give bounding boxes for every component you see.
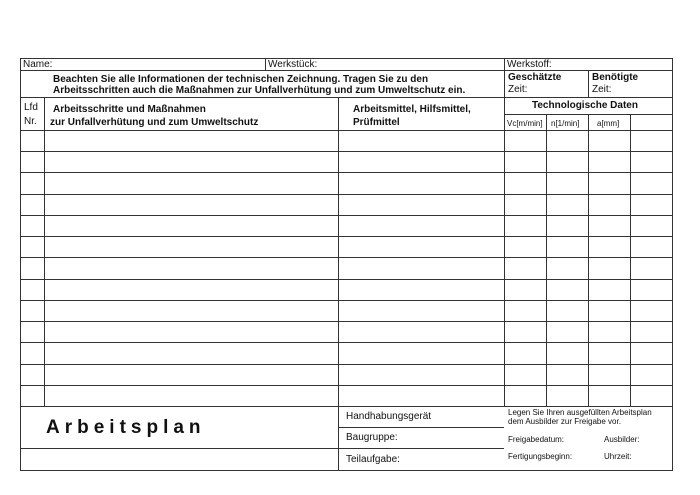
- table-row-divider: [20, 215, 673, 216]
- table-row[interactable]: [20, 321, 673, 342]
- tools-header-line2: Prüfmittel: [353, 117, 400, 128]
- time-field[interactable]: Uhrzeit:: [604, 452, 632, 461]
- production-start-field[interactable]: Fertigungsbeginn:: [508, 452, 573, 461]
- divider: [630, 114, 631, 406]
- divider: [44, 97, 45, 406]
- required-time-field[interactable]: Zeit:: [592, 84, 612, 95]
- instructor-field[interactable]: Ausbilder:: [604, 435, 640, 444]
- table-row-divider: [20, 300, 673, 301]
- nr-header: Nr.: [24, 116, 37, 127]
- table-row-divider: [20, 194, 673, 195]
- table-row[interactable]: [20, 215, 673, 236]
- steps-header-line2: zur Unfallverhütung und zum Umweltschutz: [50, 117, 259, 128]
- table-row[interactable]: [20, 257, 673, 278]
- table-row-divider: [20, 257, 673, 258]
- assembly-field[interactable]: Baugruppe:: [346, 432, 398, 443]
- divider: [588, 114, 589, 406]
- lfd-header: Lfd: [24, 102, 38, 113]
- release-date-field[interactable]: Freigabedatum:: [508, 435, 565, 444]
- table-row[interactable]: [20, 364, 673, 385]
- table-row[interactable]: [20, 342, 673, 363]
- form-title: Arbeitsplan: [46, 417, 206, 438]
- table-row[interactable]: [20, 300, 673, 321]
- table-row[interactable]: [20, 130, 673, 151]
- divider: [20, 97, 673, 98]
- table-row-divider: [20, 236, 673, 237]
- steps-header-line1: Arbeitsschritte und Maßnahmen: [53, 104, 206, 115]
- subtask-field[interactable]: Teilaufgabe:: [346, 454, 400, 465]
- table-row-divider: [20, 172, 673, 173]
- name-field-label[interactable]: Name:: [23, 59, 53, 70]
- table-row-divider: [20, 151, 673, 152]
- werkstueck-field-label[interactable]: Werkstück:: [268, 59, 318, 70]
- divider: [20, 130, 673, 131]
- divider: [338, 97, 339, 471]
- vc-header: Vc[m/min]: [507, 119, 543, 128]
- estimated-time-field[interactable]: Zeit:: [508, 84, 528, 95]
- form-border: [20, 58, 673, 471]
- divider: [20, 70, 673, 71]
- table-row-divider: [20, 321, 673, 322]
- table-row[interactable]: [20, 279, 673, 300]
- tech-data-header: Technologische Daten: [532, 100, 638, 111]
- table-row[interactable]: [20, 385, 673, 406]
- divider: [20, 448, 504, 449]
- table-row[interactable]: [20, 236, 673, 257]
- divider: [546, 114, 547, 406]
- divider: [588, 70, 589, 97]
- divider: [20, 406, 673, 407]
- a-header: a[mm]: [597, 119, 620, 128]
- required-time-label: Benötigte: [592, 72, 639, 83]
- table-row[interactable]: [20, 194, 673, 215]
- instruction-line1: Beachten Sie alle Informationen der tech…: [53, 74, 429, 85]
- tools-header-line1: Arbeitsmittel, Hilfsmittel,: [353, 104, 471, 115]
- instruction-line2: Arbeitsschritten auch die Maßnahmen zur …: [53, 85, 466, 96]
- table-row[interactable]: [20, 172, 673, 193]
- divider: [504, 58, 505, 406]
- estimated-time-label: Geschätzte: [508, 72, 562, 83]
- divider: [338, 427, 504, 428]
- n-header: n[1/min]: [551, 119, 580, 128]
- release-note-line2: dem Ausbilder zur Freigabe vor.: [508, 417, 621, 426]
- table-row-divider: [20, 364, 673, 365]
- divider: [265, 58, 266, 70]
- handling-device-field[interactable]: Handhabungsgerät: [346, 411, 432, 422]
- release-note-line1: Legen Sie Ihren ausgefüllten Arbeitsplan: [508, 408, 652, 417]
- table-row-divider: [20, 279, 673, 280]
- table-row-divider: [20, 342, 673, 343]
- table-row-divider: [20, 385, 673, 386]
- werkstoff-field-label[interactable]: Werkstoff:: [507, 59, 552, 70]
- table-row[interactable]: [20, 151, 673, 172]
